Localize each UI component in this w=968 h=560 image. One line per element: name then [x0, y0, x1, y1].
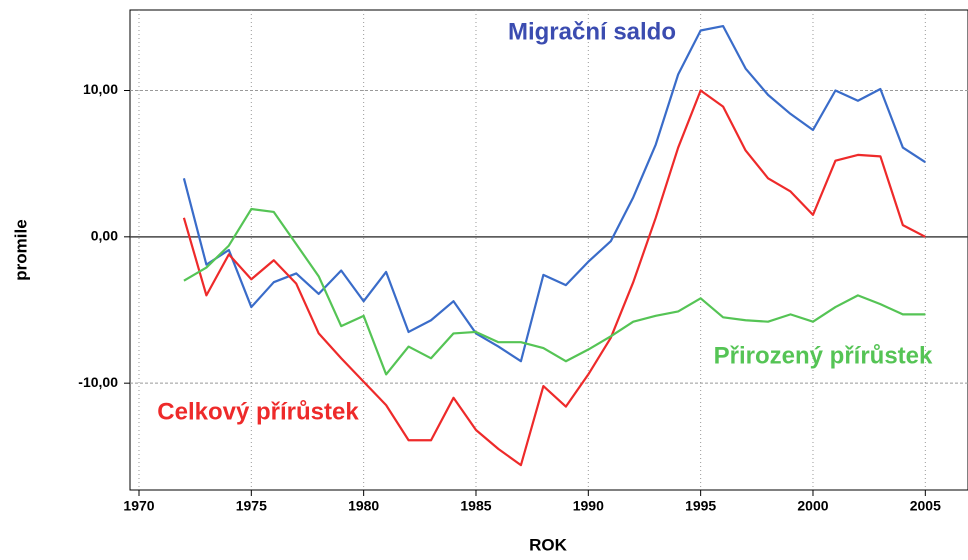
series-label: Přirozený přírůstek — [714, 342, 933, 369]
x-tick-label: 2000 — [797, 498, 828, 514]
series-label: Migrační saldo — [508, 18, 676, 45]
x-tick-label: 1985 — [460, 498, 491, 514]
x-tick-label: 1970 — [123, 498, 154, 514]
series-line — [182, 24, 926, 363]
series-line — [183, 207, 926, 376]
y-tick-label: 0,00 — [91, 228, 118, 244]
series-label: Celkový přírůstek — [157, 398, 359, 425]
y-tick-label: 10,00 — [83, 81, 118, 97]
series-line — [182, 89, 926, 467]
x-tick-label: 2005 — [910, 498, 941, 514]
y-axis-title: promile — [11, 219, 30, 280]
x-tick-label: 1990 — [573, 498, 604, 514]
plot-area — [129, 9, 968, 491]
y-tick-label: -10,00 — [78, 374, 118, 390]
x-axis-title: ROK — [529, 535, 568, 554]
x-tick-label: 1980 — [348, 498, 379, 514]
x-tick-label: 1975 — [236, 498, 267, 514]
x-tick-label: 1995 — [685, 498, 716, 514]
